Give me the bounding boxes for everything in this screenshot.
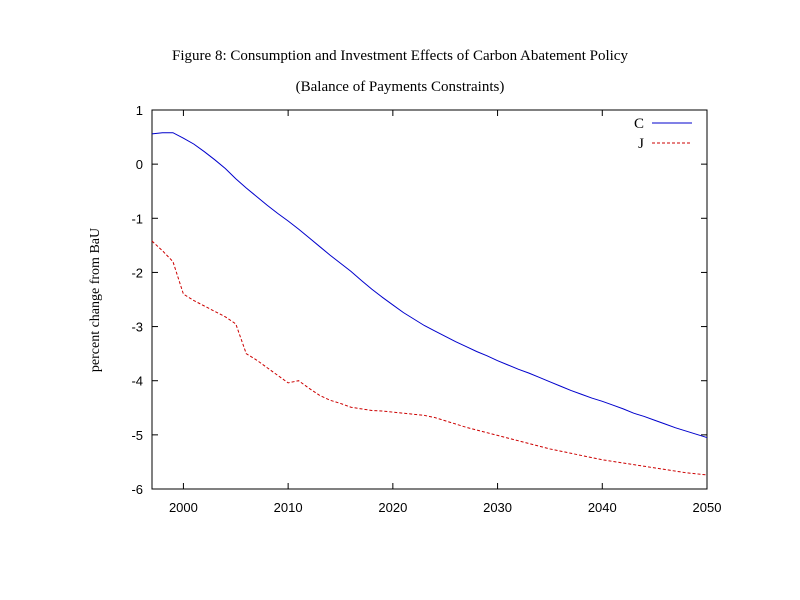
y-tick-label: -1 bbox=[131, 211, 143, 226]
chart-title: Figure 8: Consumption and Investment Eff… bbox=[172, 48, 628, 64]
x-tick-label: 2000 bbox=[169, 500, 198, 515]
y-tick-label: 1 bbox=[136, 103, 143, 118]
legend: CJ bbox=[634, 116, 692, 152]
axis-ticks bbox=[152, 109, 708, 490]
y-tick-label: -6 bbox=[131, 482, 143, 497]
series-line-c bbox=[151, 132, 708, 439]
x-tick-label: 2010 bbox=[274, 500, 303, 515]
x-tick-label: 2040 bbox=[588, 500, 617, 515]
y-tick-label: -4 bbox=[131, 374, 143, 389]
y-tick-label: -3 bbox=[131, 320, 143, 335]
series-lines bbox=[151, 132, 708, 476]
series-line-j bbox=[151, 240, 708, 476]
y-tick-label: 0 bbox=[136, 157, 143, 172]
legend-label-j: J bbox=[638, 136, 644, 152]
chart-subtitle: (Balance of Payments Constraints) bbox=[296, 79, 505, 95]
x-tick-label: 2020 bbox=[378, 500, 407, 515]
y-tick-label: -5 bbox=[131, 428, 143, 443]
legend-label-c: C bbox=[634, 116, 644, 132]
x-tick-label: 2030 bbox=[483, 500, 512, 515]
plot-frame bbox=[151, 109, 708, 490]
x-tick-label: 2050 bbox=[693, 500, 722, 515]
y-tick-label: -2 bbox=[131, 265, 143, 280]
axis-tick-labels: 2000 2010 2020 2030 2040 2050 1 0 -1 -2 -3 -4 -5 -6 bbox=[131, 103, 721, 515]
y-axis-label: percent change from BaU bbox=[88, 228, 103, 372]
